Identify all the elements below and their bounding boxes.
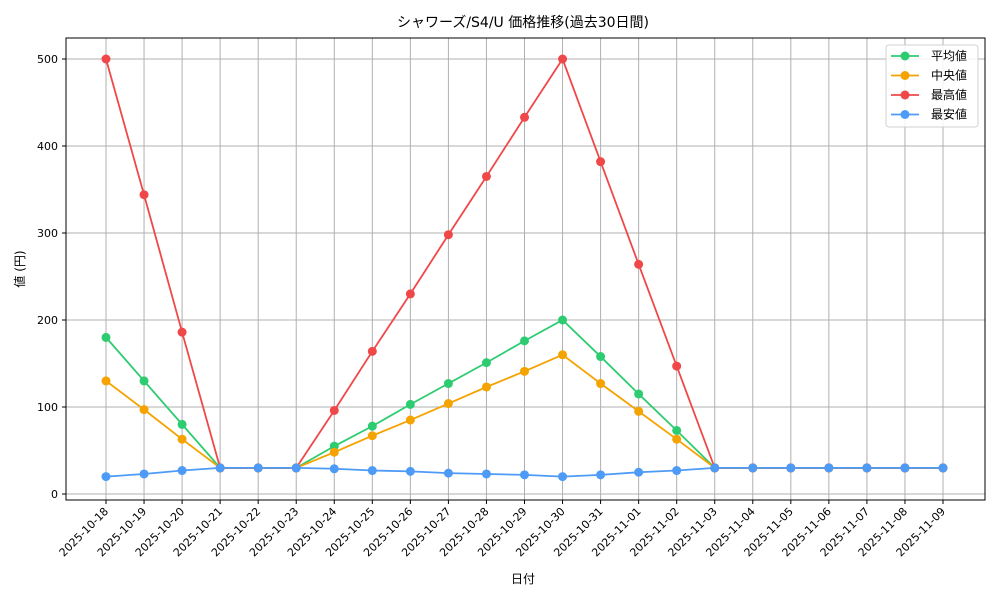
data-point — [672, 361, 682, 371]
data-point — [139, 376, 149, 386]
data-point — [101, 54, 111, 64]
data-point — [481, 469, 491, 479]
data-point — [329, 464, 339, 474]
data-point — [101, 332, 111, 342]
y-axis-label: 値 (円) — [12, 250, 27, 287]
y-tick-label: 0 — [51, 488, 58, 501]
data-point — [405, 466, 415, 476]
data-point — [596, 470, 606, 480]
data-point — [710, 463, 720, 473]
data-point — [329, 447, 339, 457]
legend-box — [885, 44, 979, 128]
legend-label: 最安値 — [931, 107, 967, 122]
data-point — [672, 466, 682, 476]
data-point — [101, 376, 111, 386]
series-3 — [101, 463, 948, 482]
legend-item: 最高値 — [891, 87, 967, 102]
data-point — [558, 315, 568, 325]
data-point — [596, 157, 606, 167]
data-point — [520, 336, 529, 346]
series-group — [101, 54, 948, 482]
x-axis-label: 日付 — [511, 572, 535, 586]
data-point — [634, 259, 644, 269]
data-point — [139, 469, 149, 479]
data-point — [596, 352, 606, 362]
data-point — [520, 470, 529, 480]
data-point — [443, 230, 453, 240]
legend-marker-icon — [900, 71, 910, 80]
data-point — [862, 463, 872, 473]
legend-marker-icon — [900, 90, 910, 100]
data-point — [405, 415, 415, 425]
data-point — [253, 463, 263, 473]
data-point — [139, 190, 149, 200]
data-point — [215, 463, 225, 473]
data-point — [481, 171, 491, 181]
data-point — [558, 350, 568, 360]
data-point — [367, 421, 377, 431]
data-point — [558, 472, 568, 482]
data-point — [139, 405, 149, 415]
data-point — [367, 431, 377, 441]
x-axis: 2025-10-182025-10-192025-10-202025-10-21… — [57, 500, 948, 559]
data-point — [634, 467, 644, 477]
data-point — [672, 434, 682, 444]
data-point — [177, 434, 187, 444]
data-point — [520, 112, 529, 122]
data-point — [329, 405, 339, 415]
legend-marker-icon — [900, 110, 910, 119]
legend-label: 中央値 — [931, 68, 967, 83]
data-point — [367, 346, 377, 356]
data-point — [672, 425, 682, 435]
data-point — [596, 379, 606, 389]
data-point — [558, 54, 568, 64]
data-point — [786, 463, 796, 473]
data-point — [634, 406, 644, 416]
data-point — [481, 358, 491, 368]
data-point — [443, 379, 453, 389]
legend-label: 平均値 — [931, 48, 967, 63]
data-point — [900, 463, 910, 473]
legend-label: 最高値 — [931, 87, 967, 102]
data-point — [443, 468, 453, 478]
grid — [66, 38, 985, 500]
data-point — [405, 289, 415, 299]
legend-item: 中央値 — [891, 68, 967, 83]
data-point — [177, 419, 187, 429]
data-point — [634, 389, 644, 399]
y-tick-label: 500 — [37, 53, 58, 66]
data-point — [938, 463, 948, 473]
data-point — [291, 463, 301, 473]
y-tick-label: 300 — [37, 227, 58, 240]
y-tick-label: 100 — [37, 401, 58, 414]
legend-item: 平均値 — [891, 48, 967, 63]
y-axis: 0 100 200 300 400 500 — [37, 53, 66, 501]
data-point — [520, 366, 529, 376]
y-tick-label: 200 — [37, 314, 58, 327]
data-point — [405, 399, 415, 409]
plot-frame — [65, 37, 986, 501]
data-point — [443, 399, 453, 409]
y-tick-label: 400 — [37, 140, 58, 153]
data-point — [481, 382, 491, 392]
data-point — [748, 463, 758, 473]
chart-title: シャワーズ/S4/U 価格推移(過去30日間) — [397, 15, 649, 31]
data-point — [177, 466, 187, 476]
data-point — [367, 466, 377, 476]
legend-item: 最安値 — [891, 107, 967, 122]
data-point — [824, 463, 834, 473]
data-point — [177, 327, 187, 337]
data-point — [101, 472, 111, 482]
legend-marker-icon — [900, 51, 910, 61]
